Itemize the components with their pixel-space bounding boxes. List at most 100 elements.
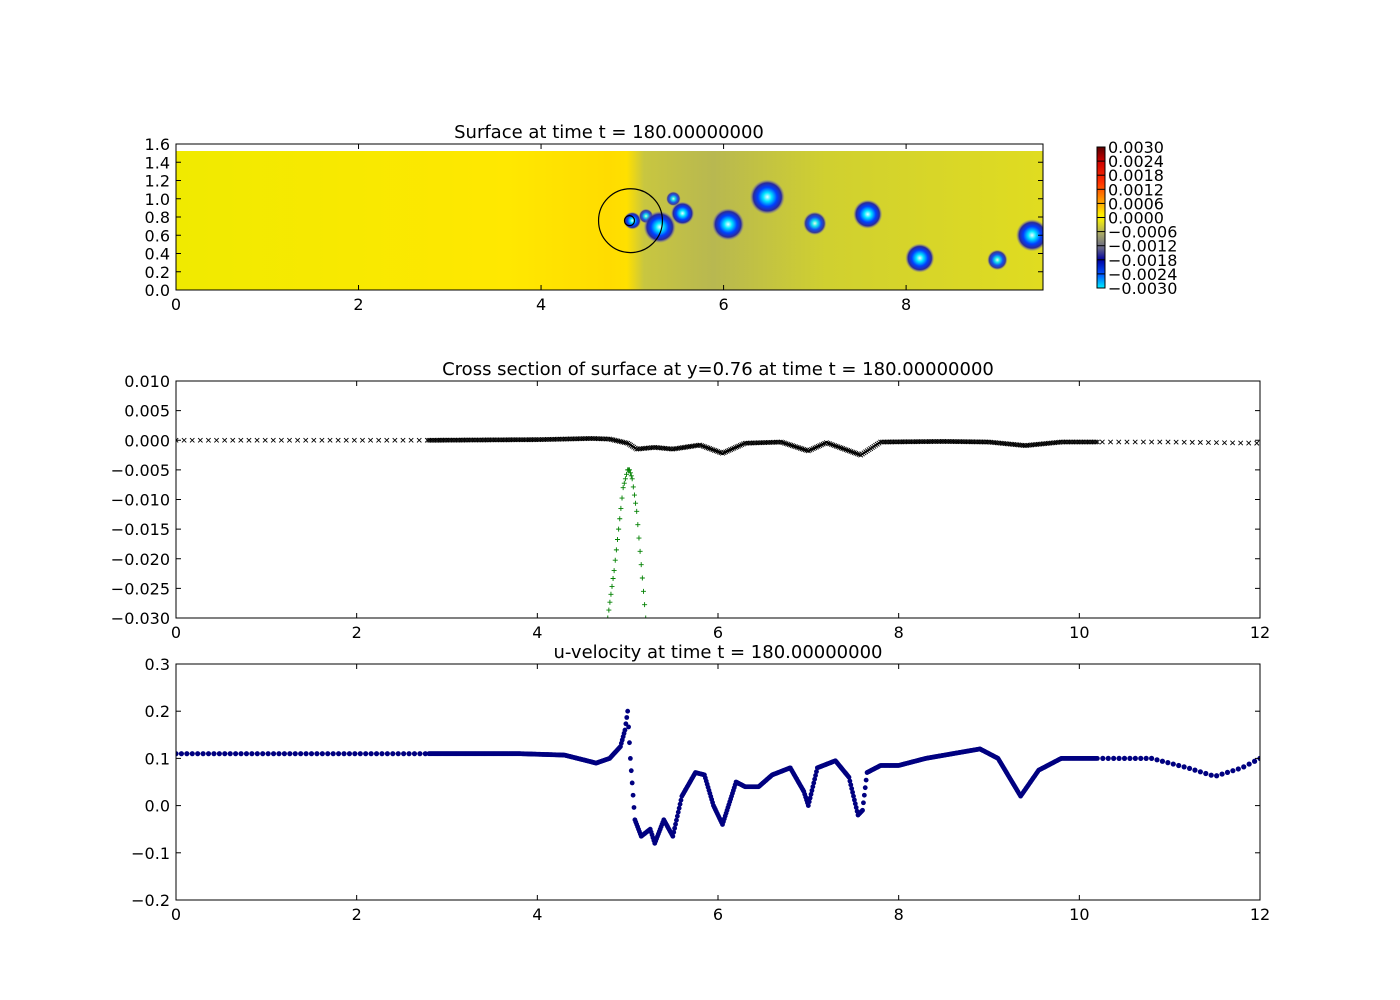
bathymetry-point xyxy=(620,485,626,491)
u-velocity-point xyxy=(1154,757,1160,763)
u-velocity-point xyxy=(238,751,244,757)
cross-section-axes-frame xyxy=(175,380,1261,619)
bathymetry-point xyxy=(628,473,634,479)
surface-ticks: 0 2 4 6 8 0.00.20.40.60.81.01.21.41.6 xyxy=(145,135,1043,314)
u-velocity-ytick-label: 0.3 xyxy=(145,655,170,674)
cross-section-data xyxy=(176,435,1260,618)
bathymetry-point xyxy=(621,480,627,486)
cross-section-point xyxy=(838,445,844,451)
cross-section-point xyxy=(230,437,236,443)
u-velocity-point xyxy=(243,751,250,757)
colorbar-tick-label: −0.0012 xyxy=(1108,237,1177,256)
vortex-spot xyxy=(670,201,695,226)
cross-section-point xyxy=(1230,440,1236,446)
cross-section-xtick-label: 0 xyxy=(171,623,181,642)
u-velocity-point xyxy=(850,789,855,795)
surface-ytick-label: 0.8 xyxy=(145,208,170,227)
cross-section-ytick-label: −0.015 xyxy=(111,520,170,539)
cross-section-point xyxy=(833,443,839,449)
u-velocity-point xyxy=(195,751,201,757)
colorbar-tick-label: −0.0030 xyxy=(1108,279,1177,298)
bathymetry-point xyxy=(640,588,646,594)
cross-section-point xyxy=(716,449,722,455)
cross-section-ytick-label: −0.030 xyxy=(111,609,170,628)
cross-section-xtick-label: 8 xyxy=(894,623,904,642)
vortex-spot xyxy=(853,199,883,229)
vortex-spot xyxy=(905,243,935,273)
bathymetry-point xyxy=(610,576,616,581)
colorbar-tick-label: 0.0018 xyxy=(1108,166,1164,185)
cross-section-point xyxy=(700,443,706,449)
bathymetry-point xyxy=(616,526,622,532)
u-velocity-point xyxy=(357,751,363,757)
cross-section-point xyxy=(702,444,708,450)
u-velocity-point xyxy=(379,751,385,757)
surface-ytick-label: 0.0 xyxy=(145,281,170,300)
cross-section-point xyxy=(786,442,792,448)
bathymetry-point xyxy=(636,535,642,541)
u-velocity-point xyxy=(861,800,866,806)
u-velocity-point xyxy=(1192,767,1198,773)
vortex-layer xyxy=(623,179,1043,273)
bathymetry-point xyxy=(617,516,623,522)
u-velocity-point xyxy=(303,751,309,757)
colorbar-tick-label: −0.0024 xyxy=(1108,265,1177,284)
cross-section-point xyxy=(1094,439,1100,445)
u-velocity-xtick-label: 10 xyxy=(1069,905,1089,924)
surface-title: Surface at time t = 180.00000000 xyxy=(454,122,764,143)
cross-section-xtick-label: 6 xyxy=(713,623,723,642)
cross-section-point xyxy=(1189,439,1195,445)
u-velocity-xtick-label: 0 xyxy=(171,905,181,924)
cross-section-point xyxy=(197,437,203,443)
bathymetry-point xyxy=(611,568,617,574)
u-velocity-point xyxy=(1143,755,1149,762)
u-velocity-point xyxy=(631,805,637,810)
cross-section-point xyxy=(1149,439,1155,445)
u-velocity-point xyxy=(805,803,811,808)
vortex-spot xyxy=(623,211,642,230)
bathymetry-point xyxy=(618,505,624,511)
u-velocity-point xyxy=(853,805,859,810)
cross-section-point xyxy=(1157,439,1163,445)
colorbar-tick-label: 0.0024 xyxy=(1108,152,1164,171)
cross-section-point xyxy=(368,437,374,443)
cross-section-ytick-label: 0.005 xyxy=(124,402,170,421)
bathymetry-point xyxy=(622,476,628,482)
u-velocity-point xyxy=(1159,758,1166,764)
cross-section-xtick-label: 4 xyxy=(532,623,542,642)
u-velocity-point xyxy=(676,805,682,811)
u-velocity-point xyxy=(809,788,815,793)
cross-section-point xyxy=(713,448,719,454)
u-velocity-point xyxy=(308,751,315,757)
u-velocity-point xyxy=(401,751,407,757)
u-velocity-point xyxy=(411,751,418,757)
cross-section-point xyxy=(845,447,851,453)
u-velocity-point xyxy=(249,751,255,757)
u-velocity-ytick-label: 0.0 xyxy=(145,797,170,816)
u-velocity-point xyxy=(1181,764,1187,770)
cross-section-point xyxy=(846,448,852,454)
cross-section-point xyxy=(830,442,836,448)
bathymetry-point xyxy=(619,495,625,501)
cross-section-point xyxy=(783,441,789,447)
bathymetry-point xyxy=(626,467,632,473)
u-velocity-point xyxy=(1149,755,1155,762)
cross-section-point xyxy=(791,443,797,449)
cross-section-ticks: 0 2 4 6 8 10 12 0.010 0.005 0.000 −0.005 −0.010 −0.0… xyxy=(111,372,1270,642)
cross-section-point xyxy=(799,446,805,452)
bathymetry-point xyxy=(637,548,643,554)
probe-circle-layer xyxy=(597,188,664,254)
u-velocity-point xyxy=(671,829,677,835)
u-velocity-point xyxy=(292,751,298,757)
colorbar-tick-label: −0.0018 xyxy=(1108,251,1177,270)
cross-section-point xyxy=(781,440,787,446)
u-velocity-point xyxy=(211,751,217,757)
u-velocity-point xyxy=(216,751,222,757)
cross-section-point xyxy=(1165,439,1171,445)
cross-section-point xyxy=(311,437,317,443)
u-velocity-point xyxy=(674,813,680,819)
bathymetry-point xyxy=(629,476,635,482)
cross-section-point xyxy=(278,437,284,443)
surface-ytick-label: 1.0 xyxy=(145,190,170,209)
